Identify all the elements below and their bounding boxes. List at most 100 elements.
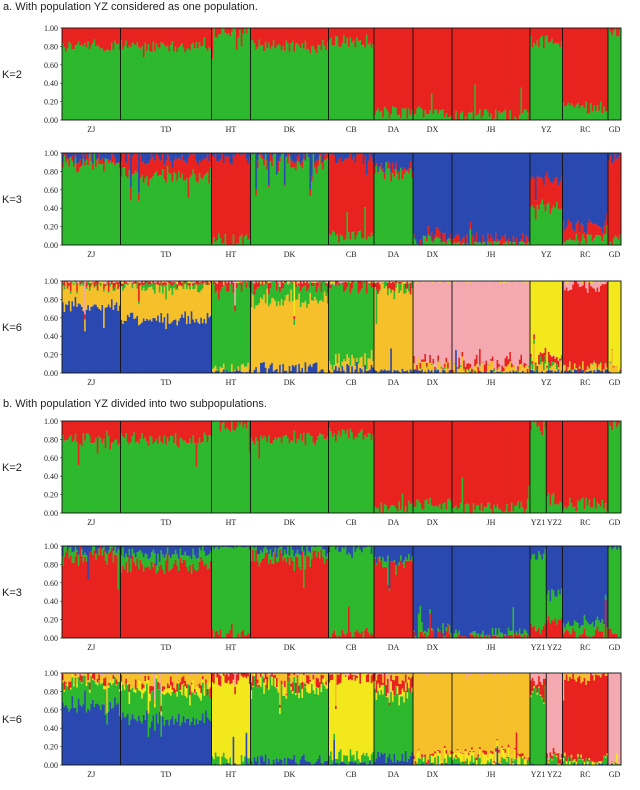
ancestry-bar (158, 48, 161, 120)
ancestry-bar (187, 153, 190, 159)
ancestry-bar (326, 303, 329, 373)
ancestry-bar (344, 635, 347, 638)
ancestry-bar (509, 511, 512, 513)
ancestry-bar (559, 360, 562, 373)
ancestry-bar (474, 281, 477, 283)
ancestry-bar (443, 370, 446, 373)
ancestry-bar (385, 546, 388, 562)
ancestry-bar (341, 429, 344, 513)
ancestry-bar (458, 546, 461, 631)
ancestry-bar (475, 546, 478, 635)
ancestry-bar (235, 546, 238, 548)
ancestry-bar (560, 41, 563, 121)
ancestry-bar (588, 368, 591, 371)
ancestry-bar (185, 281, 188, 283)
ancestry-bar (572, 240, 575, 245)
ancestry-bar (205, 281, 208, 283)
ancestry-bar (174, 549, 177, 560)
ancestry-bar (158, 153, 161, 160)
ancestry-bar (487, 363, 489, 365)
ancestry-bar (619, 421, 622, 513)
ancestry-bar (421, 631, 424, 638)
ancestry-bar (134, 284, 137, 319)
ancestry-bar (396, 370, 399, 373)
ancestry-bar (168, 28, 171, 52)
ancestry-bar (496, 504, 499, 513)
ancestry-bar (187, 421, 190, 444)
ancestry-bar (502, 634, 505, 638)
ancestry-bar (395, 508, 398, 513)
ancestry-bar (282, 282, 285, 289)
ancestry-bar (383, 179, 386, 245)
ancestry-bar (504, 282, 507, 359)
ancestry-bar (609, 242, 612, 245)
ancestry-bar (62, 285, 64, 303)
ancestry-bar (68, 157, 71, 167)
ancestry-bar (404, 288, 407, 294)
ancestry-bar (606, 282, 609, 368)
ancestry-bar (453, 238, 456, 243)
ancestry-bar (114, 165, 117, 245)
ancestry-bar (583, 371, 586, 373)
ancestry-bar (544, 211, 547, 245)
ancestry-bar (522, 370, 524, 373)
ancestry-bar (309, 435, 312, 513)
ancestry-bar (235, 421, 238, 428)
ancestry-bar (382, 283, 385, 284)
ancestry-bar (585, 370, 588, 372)
ancestry-bar (447, 369, 450, 373)
ancestry-bar (526, 237, 529, 243)
ancestry-bar (92, 281, 94, 283)
ancestry-bar (530, 207, 532, 245)
ancestry-bar (612, 421, 615, 513)
ancestry-bar (120, 176, 123, 245)
ancestry-bar (114, 40, 117, 121)
ancestry-bar (512, 236, 515, 243)
ancestry-bar (147, 287, 150, 321)
ancestry-bar (419, 421, 422, 504)
ancestry-bar (93, 546, 96, 551)
ancestry-bar (99, 160, 102, 165)
ancestry-bar (123, 281, 126, 284)
ancestry-bar (79, 153, 82, 160)
ancestry-bar (155, 421, 158, 439)
ancestry-bar (496, 546, 499, 635)
ancestry-bar (378, 281, 381, 282)
ancestry-bar (73, 281, 75, 283)
ancestry-bar (114, 546, 117, 555)
ancestry-bar (572, 625, 575, 629)
y-tick-label: 0.40 (44, 79, 58, 88)
ancestry-bar (268, 185, 270, 188)
ancestry-bar (401, 421, 404, 494)
ancestry-bar (349, 546, 352, 555)
ancestry-bar (320, 369, 323, 373)
ancestry-bar (150, 437, 153, 513)
ancestry-bar (163, 557, 166, 574)
ancestry-bar (435, 281, 438, 369)
ancestry-bar (139, 546, 142, 551)
ancestry-bar (131, 281, 134, 283)
ancestry-bar (488, 502, 491, 513)
ancestry-bar (136, 441, 139, 513)
ancestry-bar (336, 281, 339, 284)
ancestry-bar (387, 421, 389, 511)
ancestry-bar (552, 205, 555, 245)
ancestry-bar (359, 357, 362, 368)
ancestry-bar (179, 28, 182, 46)
ancestry-bar (370, 632, 373, 638)
ancestry-bar (192, 435, 195, 513)
ancestry-bar (247, 281, 250, 363)
ancestry-bar (352, 231, 355, 245)
ancestry-bar (211, 421, 214, 513)
ancestry-bar (510, 502, 513, 513)
ancestry-bar (298, 153, 301, 155)
ancestry-bar (287, 281, 290, 283)
ancestry-bar (559, 594, 562, 620)
ancestry-bar (214, 365, 217, 372)
ancestry-bar (408, 281, 411, 283)
ancestry-bar (122, 281, 125, 283)
ancestry-bar (417, 358, 420, 371)
ancestry-bar (491, 370, 494, 373)
ancestry-bar (185, 163, 188, 179)
ancestry-bar (422, 153, 425, 236)
